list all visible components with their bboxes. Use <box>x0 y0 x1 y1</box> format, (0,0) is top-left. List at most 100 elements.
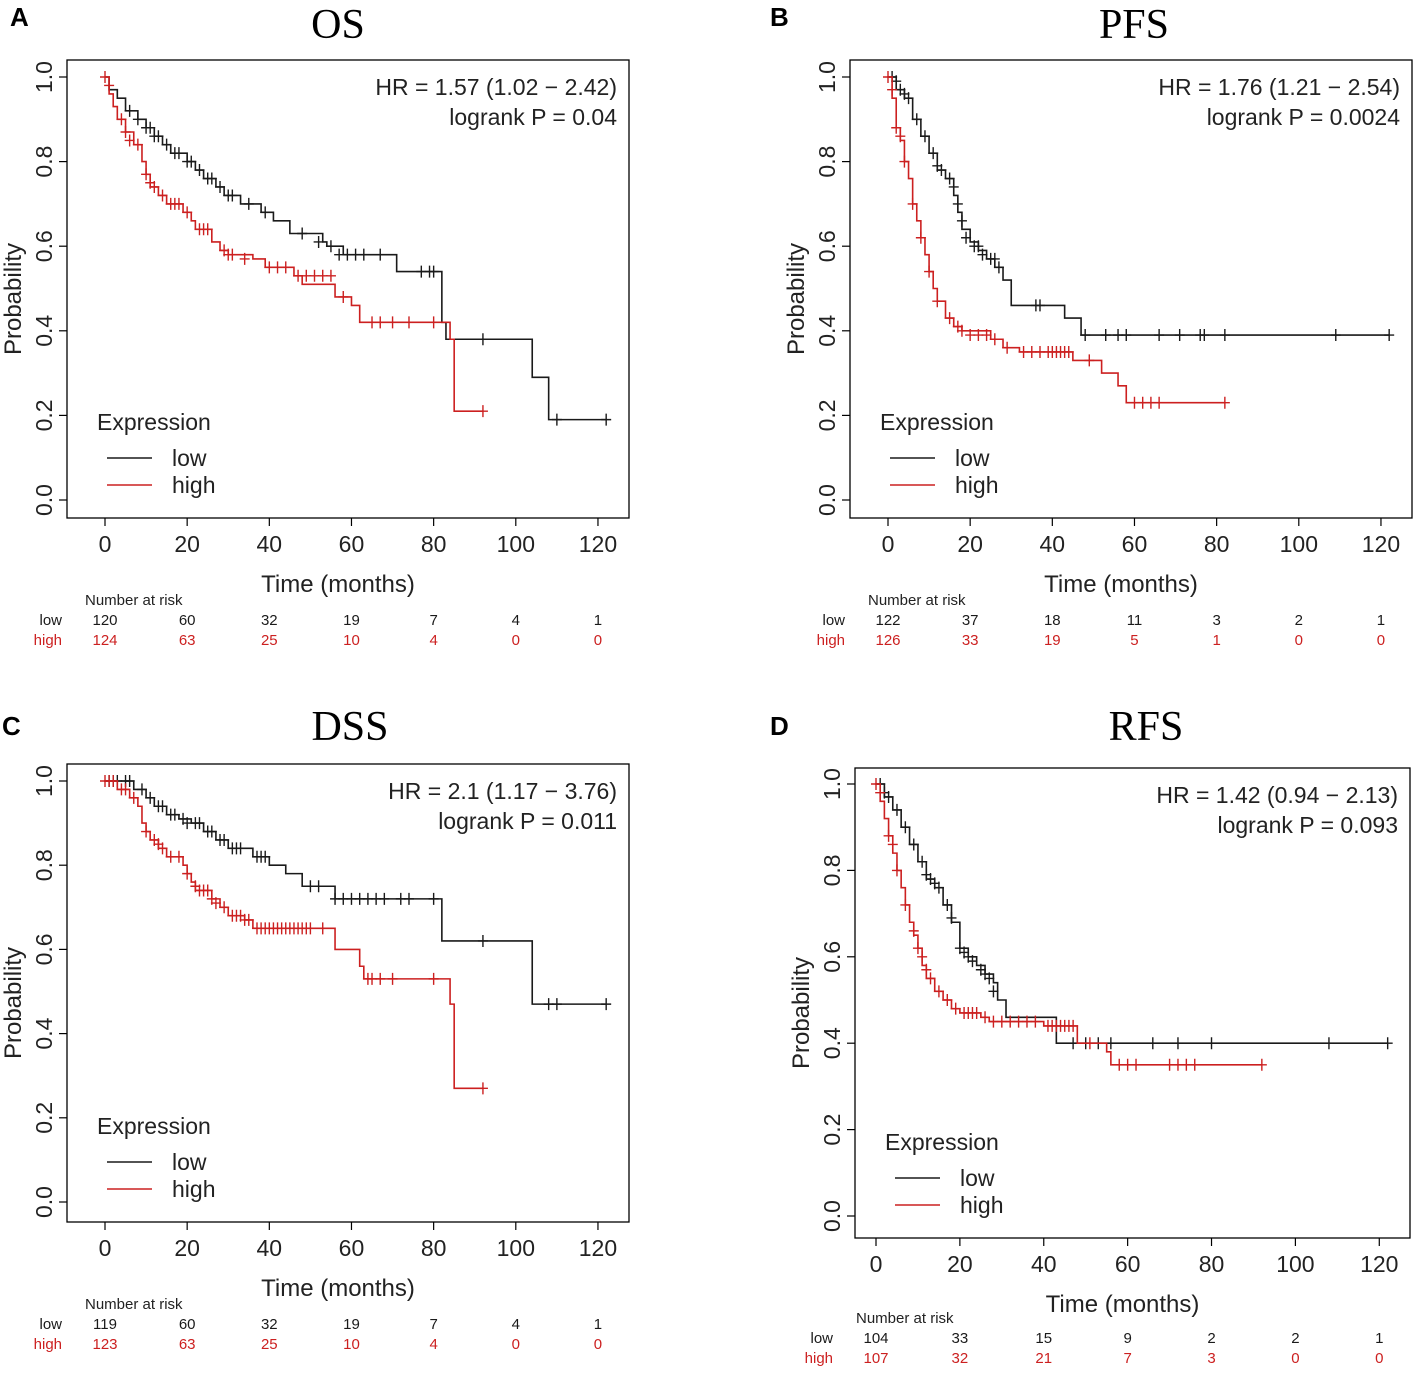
censor-mark-high <box>1256 1058 1267 1071</box>
risk-value: 2 <box>1295 612 1303 629</box>
risk-value: 60 <box>179 1316 196 1333</box>
censor-mark-high <box>883 829 894 842</box>
y-tick-label: 0.6 <box>814 230 840 262</box>
risk-value: 0 <box>512 632 520 649</box>
risk-value: 32 <box>952 1350 969 1367</box>
censor-mark-low <box>952 197 963 210</box>
censor-mark-high <box>907 197 918 210</box>
risk-value: 126 <box>875 632 900 649</box>
censor-mark-high <box>933 985 944 998</box>
censor-mark-high <box>132 138 143 151</box>
censor-mark-high <box>202 223 213 236</box>
risk-value: 120 <box>92 612 117 629</box>
censor-mark-high <box>403 316 414 329</box>
risk-value: 0 <box>1295 632 1303 649</box>
panel-letter: A <box>10 2 29 32</box>
legend-label-low: low <box>172 1149 207 1175</box>
risk-row-label: low <box>810 1330 833 1347</box>
legend-title: Expression <box>885 1129 999 1155</box>
censor-mark-low <box>235 842 246 855</box>
risk-value: 107 <box>863 1350 888 1367</box>
x-tick-label: 0 <box>870 1251 883 1277</box>
censor-mark-high <box>944 312 955 325</box>
risk-value: 2 <box>1207 1330 1215 1347</box>
censor-mark-low <box>988 985 999 998</box>
censor-mark-low <box>601 413 612 426</box>
panel-letter: C <box>2 711 21 741</box>
censor-mark-high <box>989 333 1000 346</box>
censor-mark-high <box>280 261 291 274</box>
y-tick-label: 1.0 <box>31 61 57 93</box>
legend-title: Expression <box>880 409 994 435</box>
censor-mark-low <box>227 189 238 202</box>
plot-frame <box>66 59 630 519</box>
risk-value: 1 <box>1377 612 1385 629</box>
censor-mark-high <box>950 1002 961 1015</box>
risk-value: 32 <box>261 1316 278 1333</box>
censor-mark-high <box>477 1082 488 1095</box>
censor-mark-high <box>128 791 139 804</box>
censor-mark-low <box>989 252 1000 265</box>
censor-mark-high <box>387 316 398 329</box>
censor-mark-high <box>1084 1037 1095 1050</box>
risk-value: 122 <box>875 612 900 629</box>
censor-mark-high <box>988 1015 999 1028</box>
censor-mark-low <box>551 998 562 1011</box>
censor-mark-high <box>1068 1019 1079 1032</box>
y-tick-label: 1.0 <box>814 61 840 93</box>
censor-mark-low <box>919 130 930 143</box>
risk-value: 4 <box>512 612 520 629</box>
censor-mark-low <box>961 231 972 244</box>
x-tick-label: 80 <box>421 531 447 557</box>
censor-mark-high <box>149 180 160 193</box>
censor-mark-low <box>1154 329 1165 342</box>
censor-mark-low <box>313 235 324 248</box>
censor-mark-high <box>1154 396 1165 409</box>
censor-mark-low <box>124 775 135 787</box>
x-tick-label: 60 <box>1122 531 1148 557</box>
censor-mark-high <box>883 71 893 83</box>
panel-letter: D <box>770 711 789 741</box>
censor-mark-low <box>243 197 254 210</box>
censor-mark-high <box>887 838 898 851</box>
censor-mark-high <box>227 248 238 261</box>
censor-mark-low <box>1035 299 1045 312</box>
legend-label-high: high <box>960 1192 1003 1218</box>
y-tick-label: 0.8 <box>31 849 57 881</box>
x-tick-label: 40 <box>1040 531 1066 557</box>
risk-row-label: low <box>822 612 845 629</box>
censor-mark-low <box>161 138 172 151</box>
risk-value: 7 <box>429 1316 437 1333</box>
y-axis-label: Probability <box>0 947 27 1059</box>
censor-mark-low <box>1323 1037 1334 1050</box>
censor-mark-low <box>944 172 955 185</box>
censor-mark-high <box>157 842 168 855</box>
censor-mark-low <box>173 147 184 160</box>
censor-mark-low <box>260 850 271 863</box>
censor-mark-high <box>1181 1058 1192 1071</box>
censor-mark-low <box>1105 1037 1116 1050</box>
censor-mark-high <box>108 775 119 787</box>
censor-mark-high <box>477 405 488 418</box>
y-tick-label: 0.6 <box>31 933 57 965</box>
censor-mark-low <box>903 92 914 105</box>
censor-mark-high <box>1084 354 1095 367</box>
legend-label-high: high <box>172 472 215 498</box>
censor-mark-low <box>194 817 205 830</box>
censor-mark-low <box>946 911 957 924</box>
censor-mark-high <box>182 867 193 880</box>
censor-mark-high <box>243 913 254 926</box>
censor-mark-low <box>313 880 324 893</box>
y-tick-label: 0.0 <box>31 1186 57 1218</box>
x-axis-label: Time (months) <box>1046 1291 1200 1318</box>
censor-mark-low <box>428 265 439 278</box>
x-tick-label: 40 <box>257 531 283 557</box>
chart-title: OS <box>311 2 365 48</box>
censor-mark-high <box>210 897 221 910</box>
y-tick-label: 0.2 <box>31 1102 57 1134</box>
censor-mark-high <box>317 922 328 935</box>
y-tick-label: 0.2 <box>814 399 840 431</box>
censor-mark-low <box>169 808 180 821</box>
